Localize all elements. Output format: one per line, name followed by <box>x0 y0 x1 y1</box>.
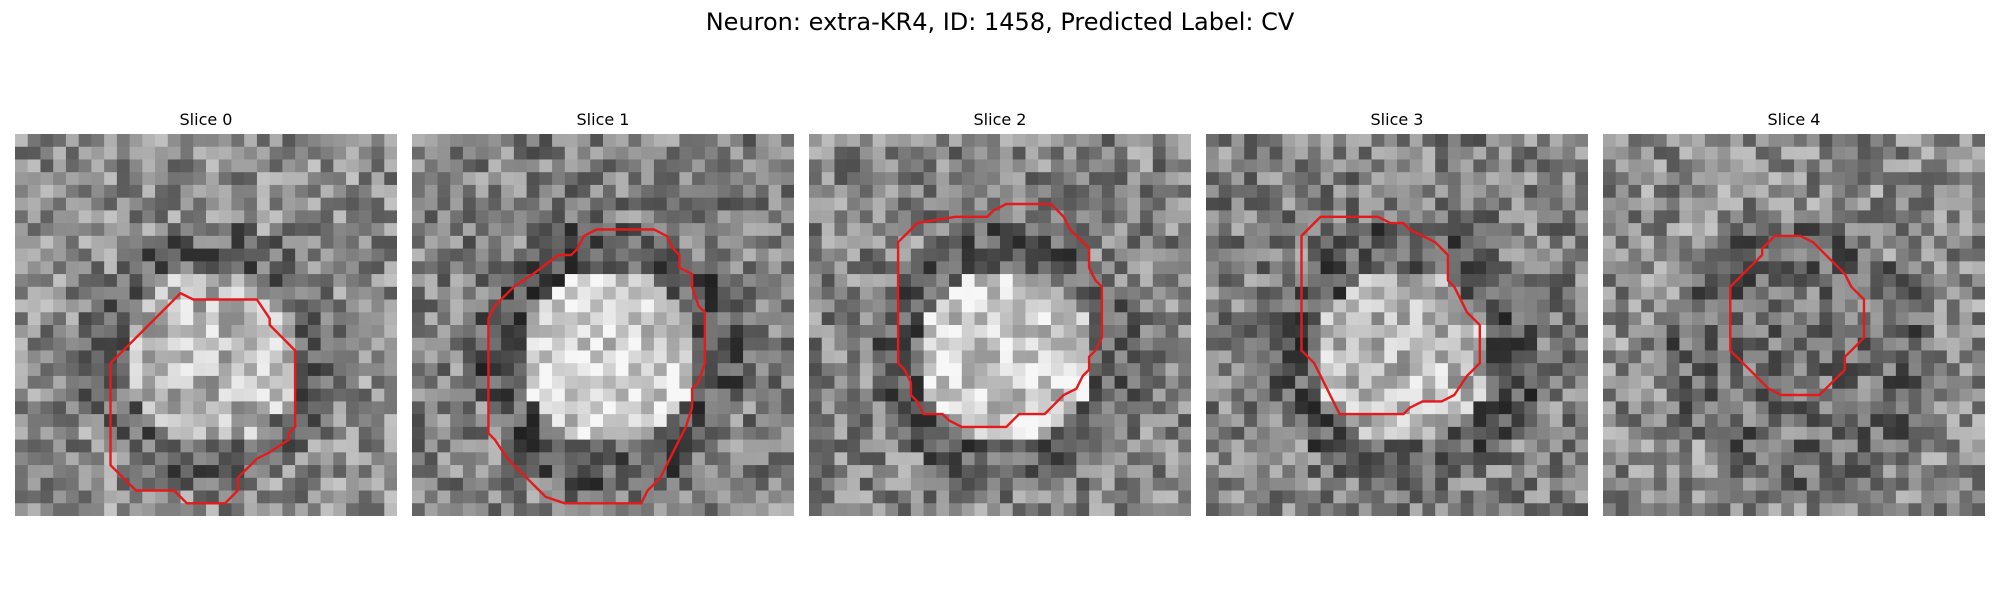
pixel-grid <box>412 134 794 516</box>
panel-title: Slice 0 <box>179 110 233 129</box>
slice-image <box>1206 134 1588 516</box>
panel-slice-0: Slice 0 <box>15 108 397 516</box>
contour-outline <box>487 228 707 505</box>
slice-image <box>1603 134 1985 516</box>
contour-outline <box>896 202 1104 429</box>
pixel-grid <box>809 134 1191 516</box>
panel-title: Slice 4 <box>1767 110 1821 129</box>
slice-image <box>809 134 1191 516</box>
panel-slice-3: Slice 3 <box>1206 108 1588 516</box>
pixel-grid <box>15 134 397 516</box>
pixel-grid <box>1603 134 1985 516</box>
panel-title: Slice 1 <box>576 110 630 129</box>
contour-outline <box>109 291 297 505</box>
slice-image <box>15 134 397 516</box>
contour-outline <box>1300 215 1481 416</box>
panel-slice-1: Slice 1 <box>412 108 794 516</box>
contour-outline <box>1729 234 1866 397</box>
pixel-grid <box>1206 134 1588 516</box>
panel-title: Slice 3 <box>1370 110 1424 129</box>
panel-slice-2: Slice 2 <box>809 108 1191 516</box>
slice-image <box>412 134 794 516</box>
figure-title: Neuron: extra-KR4, ID: 1458, Predicted L… <box>705 8 1295 36</box>
panel-title: Slice 2 <box>973 110 1027 129</box>
panel-slice-4: Slice 4 <box>1603 108 1985 516</box>
